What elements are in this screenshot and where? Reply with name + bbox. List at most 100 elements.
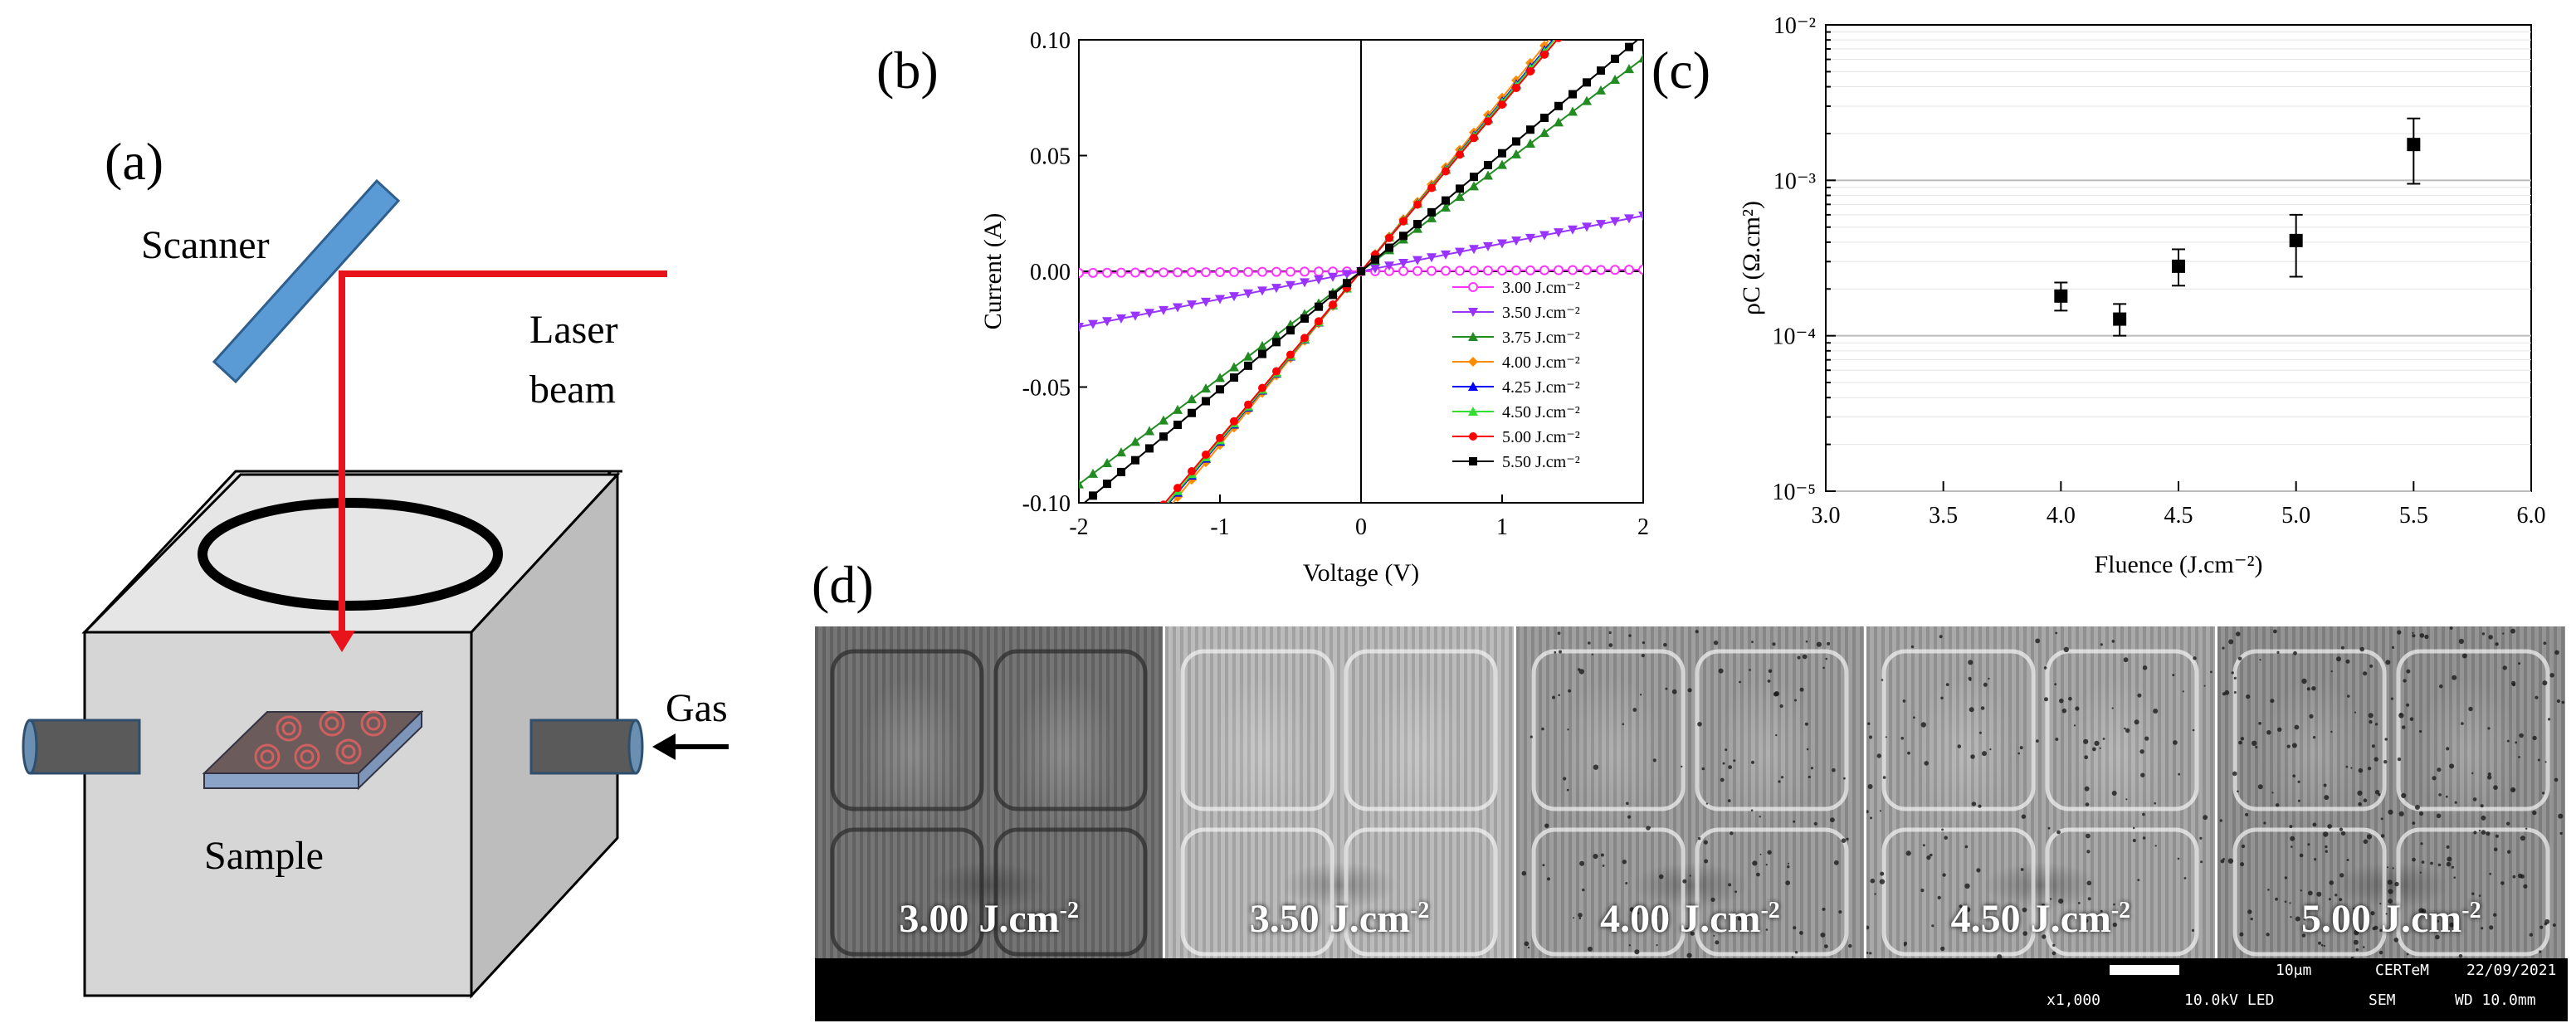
iv-data-point bbox=[1130, 267, 1140, 278]
right-port-cap bbox=[627, 719, 644, 775]
iv-data-point bbox=[1385, 233, 1393, 242]
resistivity-xtick-label: 4.0 bbox=[2047, 503, 2076, 529]
resistivity-marker bbox=[2172, 259, 2185, 273]
iv-data-point bbox=[1583, 78, 1591, 87]
sem-mag-text: x1,000 bbox=[2047, 991, 2101, 1009]
iv-chart: -2 -1 0 1 2 -0.10 -0.05 0.00 0.05 0.10 3.00 J.cm⁻… bbox=[979, 17, 1649, 614]
iv-legend-label: 5.00 J.cm⁻² bbox=[1502, 428, 1580, 446]
iv-data-point bbox=[1173, 303, 1183, 313]
iv-data-point bbox=[1413, 200, 1422, 209]
iv-data-point bbox=[1257, 340, 1267, 350]
iv-data-point bbox=[1456, 150, 1464, 159]
window-ring bbox=[198, 498, 503, 611]
iv-data-point bbox=[1102, 458, 1112, 468]
iv-data-point bbox=[1144, 267, 1154, 278]
iv-data-point bbox=[1526, 66, 1534, 76]
iv-data-point bbox=[1329, 300, 1337, 309]
iv-data-point bbox=[1079, 479, 1084, 489]
iv-data-point bbox=[1511, 265, 1521, 275]
iv-data-point bbox=[1483, 170, 1493, 180]
iv-data-point bbox=[1088, 319, 1098, 329]
iv-data-point bbox=[1568, 106, 1578, 116]
iv-legend-label: 4.25 J.cm⁻² bbox=[1502, 378, 1580, 397]
sem-strip: 3.00 J.cm-2 3.50 J.cm-2 4.00 J.cm-2 4.50 J.… bbox=[815, 626, 2568, 1021]
iv-data-point bbox=[1638, 212, 1643, 222]
iv-data-point bbox=[1201, 297, 1211, 307]
iv-data-point bbox=[1244, 361, 1252, 370]
laser-arrowhead bbox=[329, 631, 355, 652]
iv-data-point bbox=[1188, 408, 1196, 417]
iv-data-point bbox=[1412, 223, 1422, 233]
iv-data-point bbox=[1554, 28, 1564, 37]
iv-data-point bbox=[1089, 584, 1097, 592]
sem-cell-texture bbox=[2219, 626, 2564, 958]
sem-tile-label-text: 3.50 J.cm bbox=[1249, 897, 1411, 941]
iv-data-point bbox=[1271, 330, 1281, 340]
iv-legend-marker bbox=[1469, 432, 1477, 441]
iv-data-point bbox=[1272, 367, 1281, 376]
iv-xtick-label: 2 bbox=[1637, 514, 1649, 540]
iv-data-point bbox=[1286, 280, 1295, 290]
iv-data-point bbox=[1497, 239, 1507, 249]
panel-c-letter: (c) bbox=[1651, 41, 1711, 100]
iv-data-point bbox=[1229, 362, 1239, 372]
iv-data-point bbox=[1159, 267, 1168, 278]
iv-data-point bbox=[1497, 159, 1507, 169]
iv-data-point bbox=[1554, 265, 1564, 275]
sem-cell-texture bbox=[1866, 631, 2213, 958]
iv-data-point bbox=[1300, 278, 1310, 288]
iv-data-point bbox=[1159, 503, 1168, 512]
resistivity-xlabel: Fluence (J.cm⁻²) bbox=[2094, 551, 2262, 578]
iv-data-point bbox=[1201, 383, 1211, 393]
iv-data-point bbox=[1187, 267, 1197, 278]
resistivity-ytick-label: 10⁻³ bbox=[1773, 168, 1816, 194]
sem-tile-label-exponent: -2 bbox=[1059, 898, 1079, 923]
sem-date-text: 22/09/2021 bbox=[2466, 962, 2557, 979]
iv-data-point bbox=[1610, 265, 1620, 275]
iv-data-point bbox=[1201, 267, 1211, 278]
iv-data-point bbox=[1525, 233, 1535, 243]
iv-data-point bbox=[1074, 607, 1084, 614]
iv-data-point bbox=[1512, 137, 1520, 146]
iv-data-point bbox=[1300, 266, 1310, 277]
iv-legend-marker bbox=[1468, 357, 1478, 367]
iv-data-point bbox=[1427, 183, 1436, 192]
iv-ytick-label: 0.05 bbox=[1030, 144, 1071, 170]
sem-tile-3: 4.50 J.cm-2 bbox=[1866, 626, 2215, 958]
resistivity-point-1 bbox=[2113, 303, 2127, 337]
iv-data-point bbox=[1102, 267, 1112, 278]
iv-data-point bbox=[1088, 597, 1098, 607]
resistivity-point-4 bbox=[2407, 117, 2421, 185]
iv-ytick-label: 0.10 bbox=[1030, 28, 1071, 54]
iv-data-point bbox=[1216, 433, 1224, 442]
iv-data-point bbox=[1144, 520, 1154, 529]
iv-ytick-label: 0.00 bbox=[1030, 260, 1071, 285]
iv-data-point bbox=[1088, 267, 1098, 278]
iv-data-point bbox=[1315, 317, 1323, 326]
iv-legend-marker bbox=[1468, 308, 1478, 317]
iv-data-point bbox=[1569, 17, 1577, 26]
iv-data-point bbox=[1244, 400, 1252, 409]
sample-spots bbox=[254, 710, 387, 770]
iv-data-point bbox=[1229, 266, 1239, 277]
iv-data-point bbox=[1116, 314, 1126, 324]
iv-data-point bbox=[1329, 290, 1337, 300]
iv-data-point bbox=[1144, 522, 1154, 531]
sample-plate-front bbox=[203, 772, 359, 789]
iv-data-point bbox=[1596, 220, 1606, 230]
iv-data-point bbox=[1258, 383, 1266, 392]
iv-legend-label: 3.50 J.cm⁻² bbox=[1502, 304, 1580, 322]
iv-data-point bbox=[1412, 256, 1422, 266]
resistivity-xtick-label: 3.0 bbox=[1812, 503, 1841, 529]
iv-data-point bbox=[1370, 264, 1380, 274]
sem-tile-label-text: 4.50 J.cm bbox=[1950, 897, 2111, 941]
iv-data-point bbox=[1173, 267, 1183, 278]
resistivity-ytick-label: 10⁻⁴ bbox=[1772, 324, 1816, 350]
iv-data-point bbox=[1554, 117, 1564, 127]
left-port-cap bbox=[22, 719, 38, 775]
iv-data-point bbox=[1413, 220, 1422, 229]
iv-data-point bbox=[1145, 444, 1154, 453]
iv-data-point bbox=[1145, 517, 1154, 525]
iv-data-point bbox=[1512, 84, 1520, 93]
iv-data-point bbox=[1554, 23, 1564, 33]
